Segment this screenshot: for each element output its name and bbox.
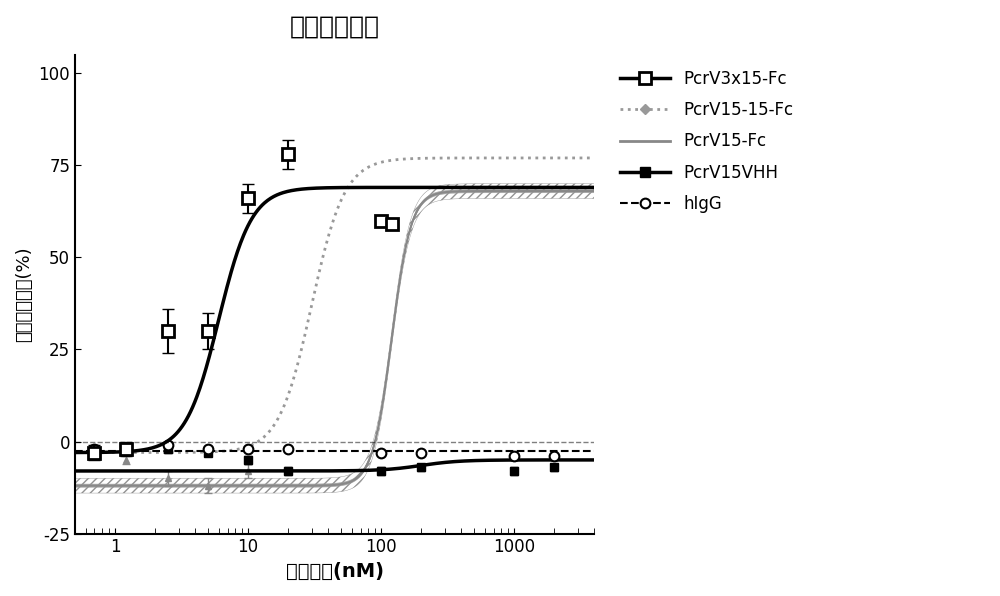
PcrV15-15-Fc <box>350 173 362 180</box>
PcrV15-15-Fc <box>576 154 588 162</box>
PcrV15-15-Fc <box>69 449 81 456</box>
PcrV15-15-Fc <box>319 246 331 253</box>
PcrV15-15-Fc <box>588 154 600 162</box>
Title: 单特异性多价: 单特异性多价 <box>290 15 380 39</box>
Line: PcrV15-15-Fc: PcrV15-15-Fc <box>75 158 594 452</box>
Legend: PcrV3x15-Fc, PcrV15-15-Fc, PcrV15-Fc, PcrV15VHH, hIgG: PcrV3x15-Fc, PcrV15-15-Fc, PcrV15-Fc, Pc… <box>613 63 800 220</box>
X-axis label: 抗体浓度(nM): 抗体浓度(nM) <box>286 562 384 581</box>
PcrV15-15-Fc <box>495 154 507 162</box>
PcrV15-15-Fc <box>378 158 390 165</box>
Y-axis label: 细胞毒性抑制(%): 细胞毒性抑制(%) <box>15 246 33 342</box>
PcrV15-15-Fc <box>316 258 328 265</box>
